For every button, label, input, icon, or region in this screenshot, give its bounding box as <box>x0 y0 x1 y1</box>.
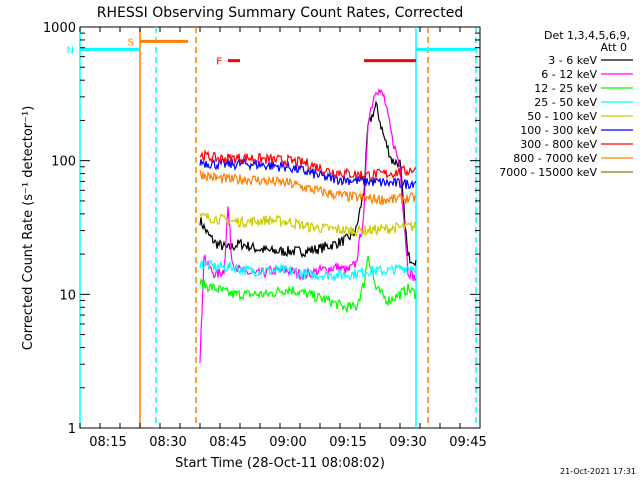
x-tick-label: 09:45 <box>449 435 486 450</box>
legend-label: 300 - 800 keV <box>520 138 597 151</box>
x-tick-label: 09:15 <box>329 435 366 450</box>
x-tick-label: 09:30 <box>389 435 426 450</box>
flag-bars: S N F <box>67 37 476 68</box>
x-tick-label: 08:15 <box>89 435 126 450</box>
x-axis-ticks: 08:15 08:30 08:45 09:00 09:15 09:30 09:45 <box>79 27 487 450</box>
series-lines <box>199 87 417 364</box>
y-axis-ticks: 1 10 100 1000 <box>43 21 480 437</box>
legend-label: 25 - 50 keV <box>534 96 597 109</box>
x-tick-label: 09:00 <box>269 435 306 450</box>
flag-label: N <box>67 45 74 56</box>
x-tick-label: 08:30 <box>149 435 186 450</box>
vertical-markers <box>79 27 477 428</box>
series-line <box>199 149 417 182</box>
x-tick-label: 08:45 <box>209 435 246 450</box>
chart-title: RHESSI Observing Summary Count Rates, Co… <box>97 5 463 21</box>
y-axis-label: Corrected Count Rate (s⁻¹ detector⁻¹) <box>21 106 36 351</box>
y-tick-label: 10 <box>59 288 76 303</box>
series-line <box>199 212 417 237</box>
legend-header-line1: Det 1,3,4,5,6,9, <box>544 29 630 42</box>
legend-label: 12 - 25 keV <box>534 82 597 95</box>
x-axis-label: Start Time (28-Oct-11 08:08:02) <box>175 456 385 471</box>
legend-label: 100 - 300 keV <box>520 124 597 137</box>
flag-label: S <box>128 37 134 48</box>
legend-header-line2: Att 0 <box>601 41 627 54</box>
flag-label: F <box>216 57 222 68</box>
series-line <box>199 158 417 189</box>
legend-label: 7000 - 15000 keV <box>499 166 597 179</box>
legend-label: 6 - 12 keV <box>541 68 597 81</box>
series-line <box>199 259 417 282</box>
series-line <box>199 100 417 267</box>
legend-label: 50 - 100 keV <box>527 110 597 123</box>
legend-label: 3 - 6 keV <box>548 54 597 67</box>
series-line <box>199 255 417 313</box>
footer-timestamp: 21-Oct-2021 17:31 <box>560 467 636 476</box>
y-tick-label: 1000 <box>43 21 76 36</box>
y-tick-label: 100 <box>51 155 76 170</box>
legend-label: 800 - 7000 keV <box>513 152 597 165</box>
y-tick-label: 1 <box>68 422 76 437</box>
series-line <box>199 170 417 206</box>
